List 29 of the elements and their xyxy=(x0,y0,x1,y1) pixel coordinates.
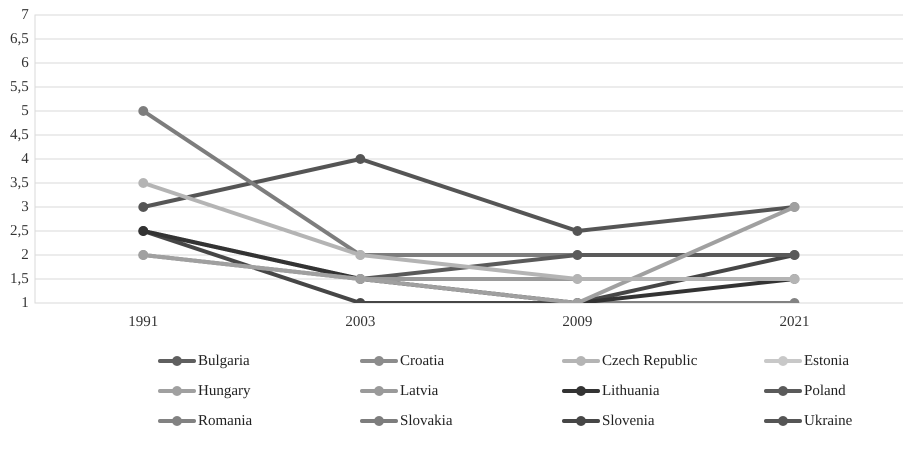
legend-label: Estonia xyxy=(804,352,850,369)
x-tick-label: 2009 xyxy=(562,314,592,330)
y-tick-label: 2,5 xyxy=(10,222,29,239)
y-tick-label: 6,5 xyxy=(10,30,29,47)
legend-label: Lithuania xyxy=(602,382,660,399)
legend-label: Slovenia xyxy=(602,412,655,429)
x-tick-label: 2003 xyxy=(345,314,376,330)
y-tick-label: 6 xyxy=(21,54,30,71)
x-tick-label: 2021 xyxy=(779,314,810,330)
y-tick-label: 4,5 xyxy=(10,126,29,143)
x-tick-label: 1991 xyxy=(128,314,158,330)
legend-label: Hungary xyxy=(198,382,251,399)
y-tick-label: 3 xyxy=(21,198,29,215)
y-tick-label: 1 xyxy=(21,294,29,311)
y-tick-label: 5,5 xyxy=(10,78,29,95)
legend-label: Czech Republic xyxy=(602,352,698,369)
legend-label: Romania xyxy=(198,412,252,429)
y-tick-label: 3,5 xyxy=(10,174,29,191)
legend-label: Croatia xyxy=(400,352,444,369)
y-tick-label: 5 xyxy=(21,102,29,119)
legend-label: Ukraine xyxy=(804,412,853,429)
legend-label: Bulgaria xyxy=(198,352,250,369)
y-tick-label: 7 xyxy=(21,6,30,23)
y-tick-label: 2 xyxy=(21,246,29,263)
y-tick-label: 1,5 xyxy=(10,270,29,287)
legend-label: Slovakia xyxy=(400,412,453,429)
y-tick-label: 4 xyxy=(21,150,30,167)
legend-label: Poland xyxy=(804,382,846,399)
legend-label: Latvia xyxy=(400,382,439,399)
